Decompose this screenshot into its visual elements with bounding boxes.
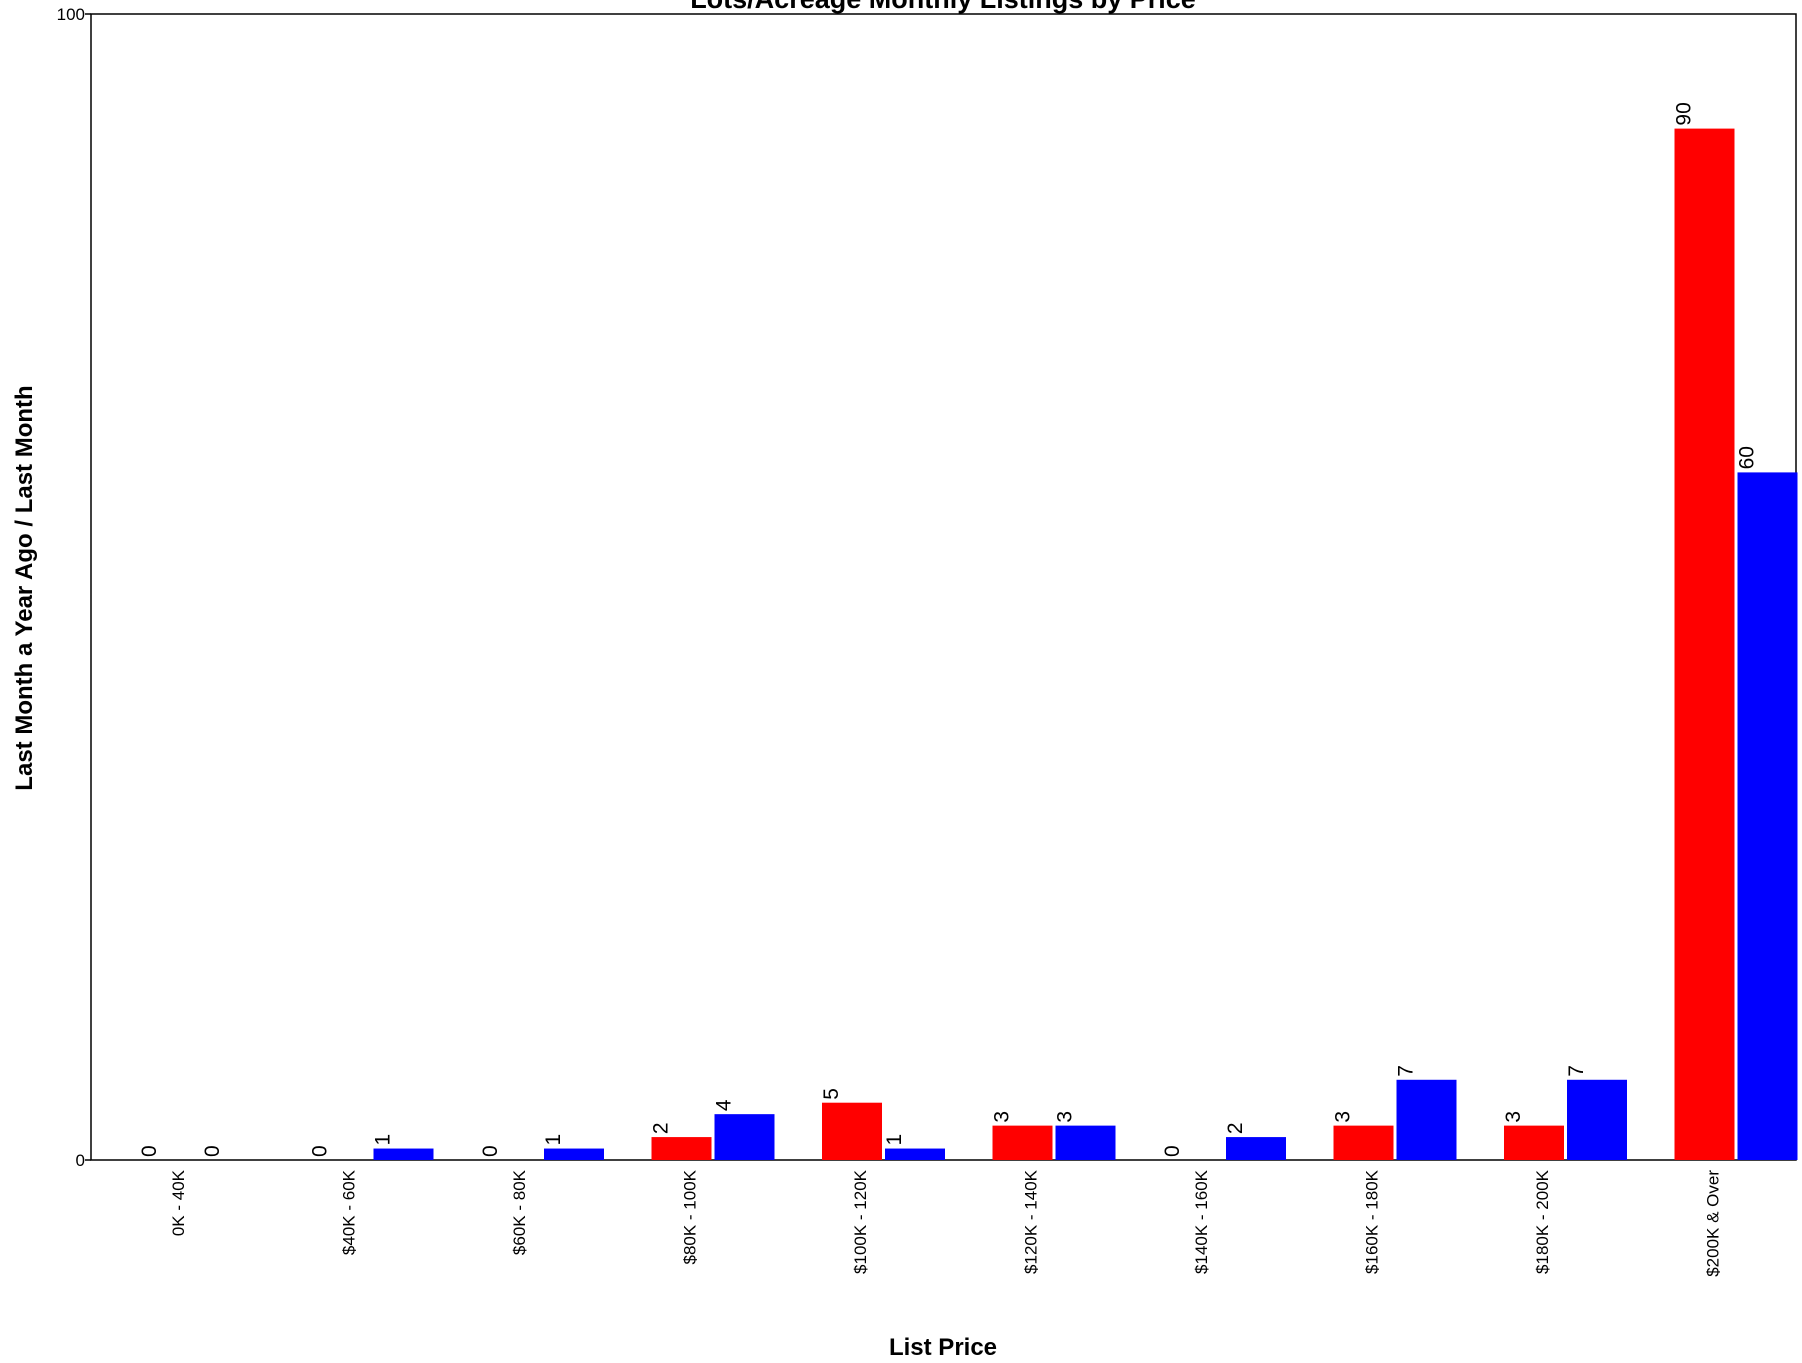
x-axis-title: List Price <box>889 1334 997 1361</box>
bar-value-label: 3 <box>1332 1111 1355 1123</box>
bar-value-label: 2 <box>650 1122 673 1134</box>
y-tick-label: 0 <box>76 1151 85 1170</box>
x-tick-label: $40K - 60K <box>340 1169 359 1255</box>
bar-value-label: 0 <box>309 1145 332 1157</box>
bar <box>1333 1125 1394 1160</box>
chart-title: Lots/Acreage Monthly Listings by Price <box>690 0 1196 14</box>
x-tick-label: $180K - 200K <box>1533 1169 1552 1274</box>
y-tick-label: 100 <box>57 5 85 24</box>
bar <box>1567 1079 1627 1160</box>
x-tick-label: $200K & Over <box>1704 1170 1723 1277</box>
bar-value-label: 0 <box>138 1145 161 1157</box>
bar-value-label: 3 <box>991 1111 1014 1123</box>
x-tick-label: 0K - 40K <box>169 1169 188 1236</box>
bar-value-label: 0 <box>201 1145 224 1157</box>
bar <box>885 1148 945 1160</box>
x-tick-label: $100K - 120K <box>851 1169 870 1274</box>
bar <box>373 1148 434 1160</box>
bar <box>1226 1137 1286 1160</box>
bar <box>544 1148 604 1160</box>
bar <box>992 1125 1053 1160</box>
bar-value-label: 1 <box>542 1134 565 1146</box>
bar <box>1737 472 1798 1160</box>
bar <box>1674 128 1735 1161</box>
bar <box>714 1114 775 1160</box>
bar-value-label: 3 <box>1054 1111 1077 1123</box>
bar-value-label: 1 <box>372 1134 395 1146</box>
bar <box>1396 1079 1457 1160</box>
bar-value-label: 90 <box>1673 102 1696 125</box>
bars-layer <box>373 128 1798 1161</box>
bar-value-label: 1 <box>883 1134 906 1146</box>
x-tick-label: $140K - 160K <box>1192 1169 1211 1274</box>
bar-value-label: 5 <box>820 1088 843 1100</box>
bar-value-label: 60 <box>1736 446 1759 469</box>
bar <box>651 1137 712 1160</box>
bar-value-label: 2 <box>1224 1122 1247 1134</box>
bar-value-label: 0 <box>1161 1145 1184 1157</box>
x-axis: 0K - 40K $40K - 60K $60K - 80K $80K - 100K $… <box>169 1169 1723 1276</box>
x-tick-label: $60K - 80K <box>510 1169 529 1255</box>
plot-frame <box>90 13 1797 1161</box>
x-tick-label: $160K - 180K <box>1363 1169 1382 1274</box>
bar-value-label: 7 <box>1395 1065 1418 1077</box>
bar-value-label: 0 <box>479 1145 502 1157</box>
x-tick-label: $120K - 140K <box>1022 1169 1041 1274</box>
bar <box>1504 1125 1564 1160</box>
bar <box>822 1102 882 1160</box>
chart-area: Lots/Acreage Monthly Listings by Price <box>690 0 1196 14</box>
value-labels-layer: 0 0 0 1 0 1 2 4 5 1 3 3 0 2 3 7 3 7 90 60 <box>138 102 1759 1157</box>
bar-value-label: 4 <box>713 1099 736 1111</box>
bar <box>1055 1125 1116 1160</box>
y-axis-title: Last Month a Year Ago / Last Month <box>11 385 38 790</box>
y-axis: 0 100 <box>57 5 91 1170</box>
bar-value-label: 3 <box>1502 1111 1525 1123</box>
x-tick-label: $80K - 100K <box>681 1169 700 1264</box>
bar-value-label: 7 <box>1565 1065 1588 1077</box>
